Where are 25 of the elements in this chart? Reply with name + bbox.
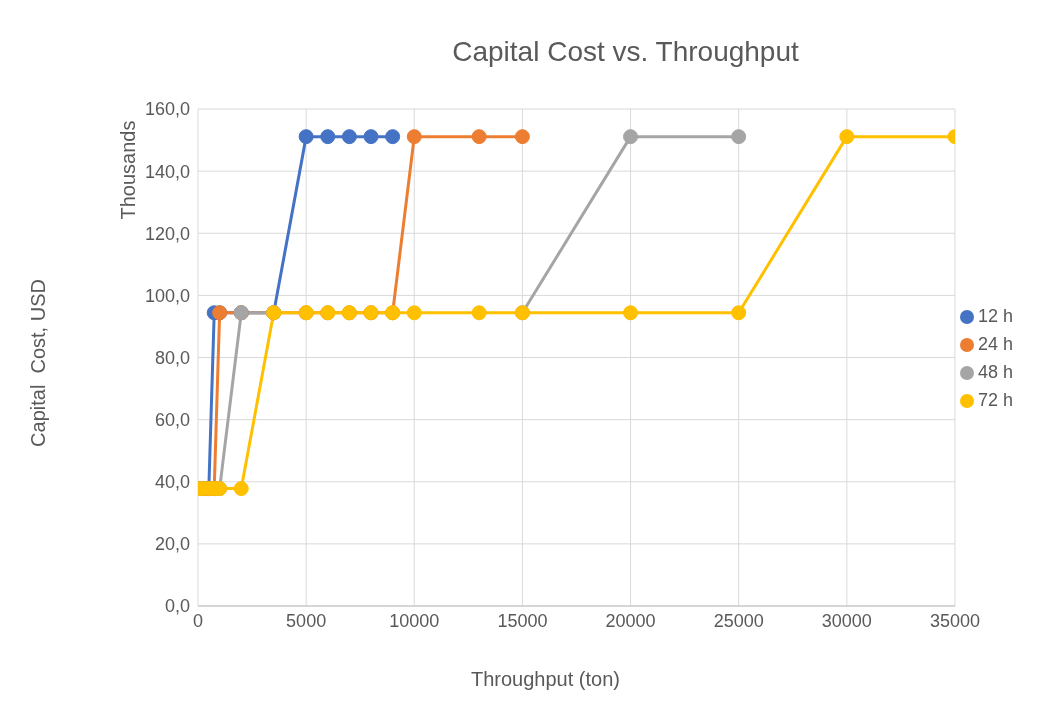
x-tick-label: 20000	[605, 610, 656, 631]
y-tick-label: 80,0	[154, 347, 190, 368]
x-tick-label: 5000	[286, 610, 327, 631]
y-tick-label: 0,0	[164, 596, 190, 617]
y-tick-label: 160,0	[144, 99, 190, 120]
legend-label: 48 h	[977, 362, 1013, 382]
y-tick-label: 60,0	[154, 410, 190, 431]
x-tick-label: 25000	[713, 610, 764, 631]
x-axis-title: Throughput (ton)	[470, 668, 621, 691]
x-tick-label: 15000	[497, 610, 548, 631]
y-tick-label: 100,0	[144, 285, 190, 306]
y-axis-title: Capital Cost, USD	[26, 279, 50, 447]
legend-label: 72 h	[977, 390, 1013, 410]
y-tick-label: 120,0	[144, 223, 190, 244]
y-tick-label: 140,0	[144, 161, 190, 182]
legend-label: 24 h	[977, 334, 1013, 354]
y-tick-label: 40,0	[154, 472, 190, 493]
chart-title: Capital Cost vs. Throughput	[451, 36, 800, 68]
y-tick-label: 20,0	[154, 534, 190, 555]
x-tick-label: 30000	[821, 610, 872, 631]
x-tick-label: 0	[192, 610, 204, 631]
text: Thousands	[116, 120, 140, 220]
legend-label: 12 h	[977, 306, 1013, 326]
x-tick-label: 10000	[389, 610, 440, 631]
x-tick-label: 35000	[929, 610, 980, 631]
